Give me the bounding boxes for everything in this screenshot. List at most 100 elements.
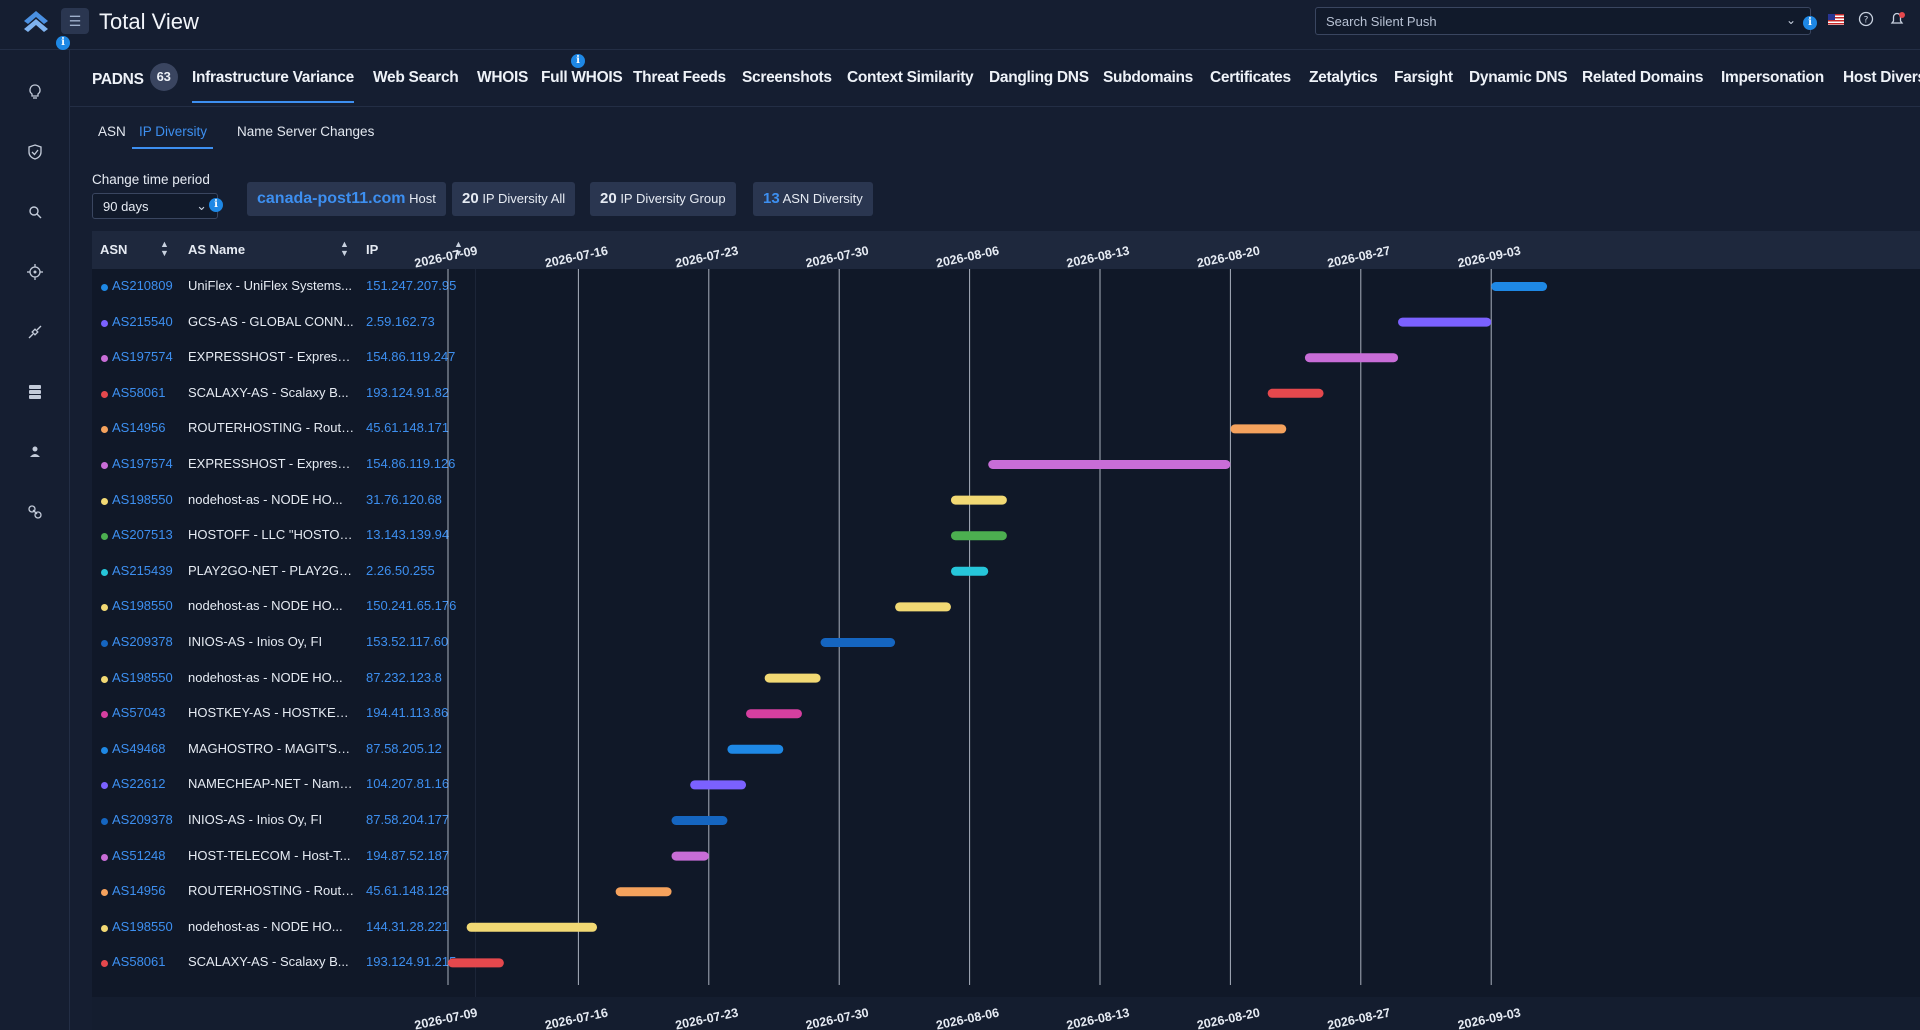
asn-diversity-chip[interactable]: 13 ASN Diversity	[753, 182, 873, 216]
table-row[interactable]: AS198550 nodehost-as - NODE HO... 144.31.2…	[92, 910, 472, 946]
bell-alert-icon[interactable]	[1888, 10, 1906, 28]
timeline-bar[interactable]	[746, 709, 802, 719]
table-row[interactable]: AS209378 INIOS-AS - Inios Oy, FI 153.52.11…	[92, 625, 472, 661]
series-color-dot	[101, 960, 108, 968]
tab-screenshots[interactable]: Screenshots	[742, 69, 832, 86]
timeline-bar[interactable]	[950, 566, 989, 576]
timeline-bar[interactable]	[1267, 388, 1324, 398]
search-input[interactable]: Search Silent Push ⌄	[1315, 7, 1811, 35]
tab-impersonation[interactable]: Impersonation	[1721, 69, 1824, 86]
full-whois-info-icon[interactable]: i	[571, 54, 585, 68]
subtab-name-server-changes[interactable]: Name Server Changes	[237, 124, 375, 139]
timeline-bar[interactable]	[671, 851, 709, 861]
timeline-bar[interactable]	[1491, 282, 1548, 291]
table-row[interactable]: AS215540 GCS-AS - GLOBAL CONN... 2.59.162.…	[92, 305, 472, 341]
timeline-bar[interactable]	[671, 816, 728, 825]
tab-host-diversity[interactable]: Host Divers	[1843, 69, 1920, 86]
table-row[interactable]: AS197574 EXPRESSHOST - ExpressH... 154.86.…	[92, 340, 472, 376]
timeline-bar[interactable]	[466, 922, 598, 932]
timeline-bar[interactable]	[1304, 353, 1399, 363]
tab-label: PADNS	[92, 71, 144, 89]
asn-diversity-label: ASN Diversity	[782, 191, 863, 206]
table-row[interactable]: AS209378 INIOS-AS - Inios Oy, FI 87.58.204…	[92, 803, 472, 839]
timeline-bar[interactable]	[764, 673, 821, 683]
time-period-select[interactable]: 90 days ⌄	[92, 193, 218, 219]
page-title: Total View	[99, 9, 199, 34]
column-header-asn[interactable]: ASN	[100, 242, 128, 257]
timeline-bar[interactable]	[950, 531, 1007, 541]
table-row[interactable]: AS22612 NAMECHEAP-NET - Name... 104.207.81…	[92, 767, 472, 803]
ip-diversity-all-chip[interactable]: 20 IP Diversity All	[452, 182, 576, 216]
table-row[interactable]: AS215439 PLAY2GO-NET - PLAY2GO... 2.26.50.…	[92, 554, 472, 590]
timeline-bar[interactable]	[1230, 424, 1287, 434]
crosshair-icon[interactable]	[25, 264, 45, 284]
tab-context-similarity[interactable]: Context Similarity	[847, 69, 974, 86]
timeline-bar[interactable]	[1398, 317, 1492, 327]
help-icon[interactable]: ?	[1857, 10, 1875, 28]
table-row[interactable]: AS58061 SCALAXY-AS - Scalaxy B... 193.124.…	[92, 376, 472, 412]
tab-threat-feeds[interactable]: Threat Feeds	[633, 69, 726, 86]
column-header-as-name[interactable]: AS Name	[188, 242, 246, 257]
tab-full-whois[interactable]: Full WHOIS	[541, 69, 623, 86]
tab-dynamic-dns[interactable]: Dynamic DNS	[1469, 69, 1568, 86]
ip-diversity-group-label: IP Diversity Group	[620, 191, 726, 206]
sort-icon[interactable]: ▲ ▼	[340, 239, 349, 258]
shield-check-icon[interactable]	[25, 144, 45, 164]
timeline-bar[interactable]	[615, 887, 672, 897]
timeline-bar[interactable]	[895, 602, 951, 612]
table-row[interactable]: AS51248 HOST-TELECOM - Host-T... 194.87.52…	[92, 839, 472, 875]
chevron-down-icon[interactable]: ⌄	[1785, 13, 1796, 27]
satellite-icon[interactable]	[25, 324, 45, 344]
tab-dangling-dns[interactable]: Dangling DNS	[989, 69, 1089, 86]
time-period-value: 90 days	[103, 199, 149, 214]
host-domain[interactable]: canada-post11.com	[257, 190, 406, 207]
series-color-dot	[101, 319, 108, 327]
table-row[interactable]: AS207513 HOSTOFF - LLC "HOSTOFF ... 13.143…	[92, 518, 472, 554]
subtab-ip-diversity[interactable]: IP Diversity	[132, 124, 214, 149]
tab-whois[interactable]: WHOIS	[477, 69, 529, 86]
table-row[interactable]: AS198550 nodehost-as - NODE HO... 31.76.12…	[92, 483, 472, 519]
tab-count-badge: 63	[149, 63, 178, 91]
tab-padns[interactable]: PADNS 63	[92, 63, 178, 91]
timeline-bar[interactable]	[727, 744, 784, 754]
tab-related-domains[interactable]: Related Domains	[1582, 69, 1704, 86]
link-icon[interactable]	[25, 504, 45, 524]
subtab-asn[interactable]: ASN	[98, 124, 126, 139]
tab-infrastructure-variance[interactable]: Infrastructure Variance	[192, 69, 354, 103]
search-icon[interactable]	[25, 204, 45, 224]
menu-icon[interactable]: ☰	[61, 8, 89, 34]
table-row[interactable]: AS210809 UniFlex - UniFlex Systems... 151.…	[92, 269, 472, 305]
timeline-bar[interactable]	[448, 958, 504, 968]
table-row[interactable]: AS57043 HOSTKEY-AS - HOSTKEY B... 194.41.1…	[92, 696, 472, 732]
timeline-bar[interactable]	[988, 460, 1231, 469]
table-row[interactable]: AS58061 SCALAXY-AS - Scalaxy B... 193.124.…	[92, 945, 472, 981]
tab-subdomains[interactable]: Subdomains	[1103, 69, 1194, 86]
search-info-icon[interactable]: i	[1803, 16, 1817, 30]
ip-diversity-group-chip[interactable]: 20 IP Diversity Group	[590, 182, 736, 216]
table-row[interactable]: AS197574 EXPRESSHOST - ExpressH... 154.86.…	[92, 447, 472, 483]
series-color-dot	[101, 284, 108, 291]
tab-farsight[interactable]: Farsight	[1394, 69, 1453, 86]
menu-info-icon[interactable]: i	[56, 36, 70, 50]
time-period-info-icon[interactable]: i	[209, 198, 223, 212]
timeline-bar[interactable]	[950, 495, 1007, 505]
table-row[interactable]: AS49468 MAGHOSTRO - MAGIT'ST ... 87.58.205…	[92, 732, 472, 768]
table-row[interactable]: AS198550 nodehost-as - NODE HO... 150.241.…	[92, 589, 472, 625]
timeline-bar[interactable]	[690, 780, 747, 790]
timeline-bar[interactable]	[820, 638, 896, 647]
tab-certificates[interactable]: Certificates	[1210, 69, 1291, 86]
user-shield-icon[interactable]	[25, 444, 45, 464]
table-row[interactable]: AS14956 ROUTERHOSTING - Router... 45.61.14…	[92, 874, 472, 910]
logo-icon[interactable]	[20, 7, 52, 35]
table-row[interactable]: AS198550 nodehost-as - NODE HO... 87.232.1…	[92, 661, 472, 697]
us-flag-icon[interactable]	[1827, 10, 1845, 28]
lightbulb-icon[interactable]	[25, 84, 45, 104]
sort-icon[interactable]: ▲ ▼	[160, 239, 169, 258]
tab-web-search[interactable]: Web Search	[373, 69, 459, 86]
column-header-ip[interactable]: IP	[366, 242, 379, 257]
sort-icon[interactable]: ▲ ▼	[454, 239, 463, 258]
series-color-dot	[101, 711, 108, 719]
tab-zetalytics[interactable]: Zetalytics	[1309, 69, 1378, 86]
table-row[interactable]: AS14956 ROUTERHOSTING - Router... 45.61.14…	[92, 411, 472, 447]
database-icon[interactable]	[25, 384, 45, 404]
